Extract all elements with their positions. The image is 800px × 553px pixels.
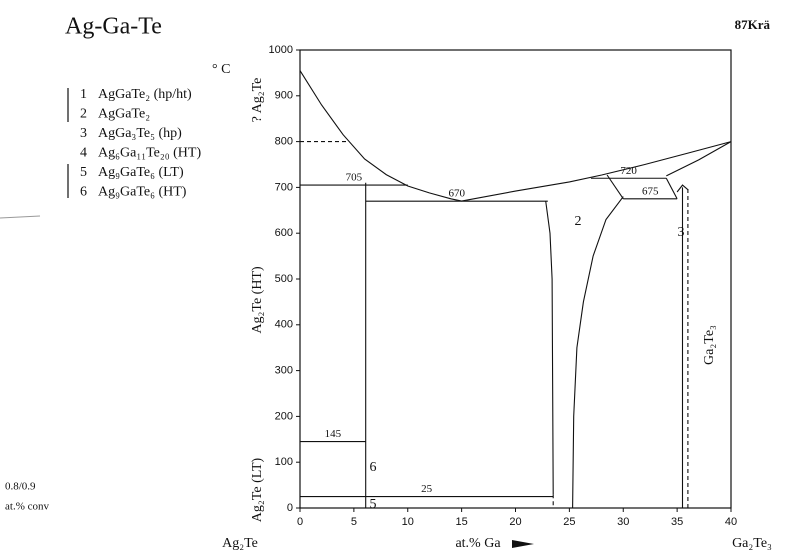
x-tick-label: 5 xyxy=(351,516,357,528)
note: 0.8/0.9 xyxy=(5,481,36,493)
y-tick-label: 800 xyxy=(275,136,293,148)
x-end-label: Ga₂Te₃ xyxy=(732,536,772,551)
unit: ° C xyxy=(212,62,230,77)
phase-boundary xyxy=(666,141,732,177)
phase-boundary xyxy=(461,141,732,202)
phase-boundary xyxy=(572,196,624,509)
isotherm-label: 670 xyxy=(449,188,466,200)
side-label: Ag₂Te (LT) xyxy=(250,457,265,522)
y-tick-label: 1000 xyxy=(269,44,293,56)
side-label: Ga₂Te₃ xyxy=(702,325,717,365)
note: at.% conv xyxy=(5,501,49,513)
plot-frame xyxy=(299,49,732,509)
legend-formula: AgGa₃Te₅ (hp) xyxy=(98,126,182,141)
y-tick-label: 100 xyxy=(275,456,293,468)
y-tick-label: 300 xyxy=(275,365,293,377)
phase-label: 5 xyxy=(370,497,377,512)
arrow xyxy=(512,540,534,548)
legend-formula: Ag₉GaTe₆ (HT) xyxy=(98,185,187,200)
y-tick-label: 500 xyxy=(275,273,293,285)
isotherm-label: 720 xyxy=(620,165,637,177)
y-tick-label: 400 xyxy=(275,319,293,331)
x-tick-label: 0 xyxy=(297,516,303,528)
legend-formula: AgGaTe₂ (hp/ht) xyxy=(98,87,192,102)
chart-title: Ag-Ga-Te xyxy=(65,14,162,40)
legend-number: 6 xyxy=(80,185,87,200)
y-tick-label: 900 xyxy=(275,90,293,102)
x-tick-label: 25 xyxy=(563,516,575,528)
y-tick-label: 200 xyxy=(275,410,293,422)
phase-label: 2 xyxy=(575,214,582,229)
y-tick-label: 700 xyxy=(275,181,293,193)
y-tick-label: 0 xyxy=(287,502,293,514)
x-tick-label: 20 xyxy=(509,516,521,528)
phase-label: 3 xyxy=(678,225,685,240)
reference: 87Krä xyxy=(735,17,771,32)
x-tick-label: 15 xyxy=(456,516,468,528)
legend-number: 3 xyxy=(80,126,87,141)
x-end-label: Ag₂Te xyxy=(222,536,258,551)
x-tick-label: 40 xyxy=(725,516,737,528)
scan-mark xyxy=(0,215,41,219)
y-tick-label: 600 xyxy=(275,227,293,239)
phase-boundary xyxy=(606,174,624,200)
phase-boundary xyxy=(665,177,678,200)
legend-number: 1 xyxy=(80,87,87,102)
legend-formula: Ag₆Ga₁₁Te₂₀ (HT) xyxy=(98,146,201,161)
x-tick-label: 35 xyxy=(671,516,683,528)
isotherm-label: 705 xyxy=(346,172,363,184)
isotherm-label: 25 xyxy=(421,483,433,495)
phase-label: 6 xyxy=(370,460,377,475)
legend-formula: Ag₉GaTe₆ (LT) xyxy=(98,165,184,180)
x-tick-label: 10 xyxy=(402,516,414,528)
side-label: Ag₂Te (HT) xyxy=(250,266,265,334)
legend-formula: AgGaTe₂ xyxy=(98,107,150,122)
x-axis-label: at.% Ga xyxy=(455,536,501,551)
phase-boundary xyxy=(676,184,689,193)
legend-number: 4 xyxy=(80,146,87,161)
isotherm-label: 675 xyxy=(642,185,659,197)
phase-boundary xyxy=(545,201,554,495)
side-label: ? Ag₂Te xyxy=(250,78,265,123)
isotherm-label: 145 xyxy=(325,428,342,440)
x-tick-label: 30 xyxy=(617,516,629,528)
phase-boundary xyxy=(299,70,462,202)
legend-number: 5 xyxy=(80,165,87,180)
legend-number: 2 xyxy=(80,107,87,122)
